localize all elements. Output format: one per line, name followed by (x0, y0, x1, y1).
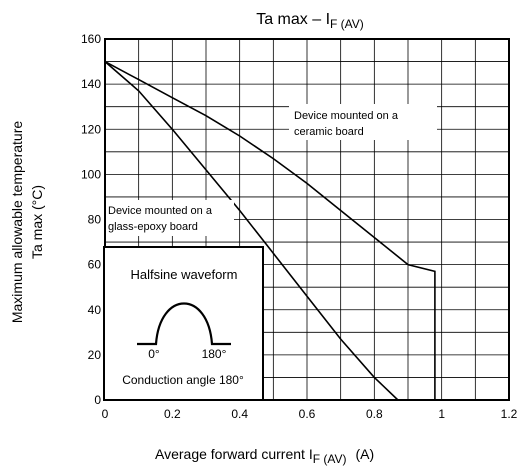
y-axis-ticks: 0 20 40 60 80 100 120 140 160 (81, 32, 101, 407)
plot-frame (104, 38, 510, 401)
y-axis-label-line1: Maximum allowable temperature (9, 121, 25, 324)
x-tick-label: 1 (438, 407, 445, 421)
x-axis-label: Average forward current IF (AV) (A) (155, 446, 374, 466)
ceramic-annotation: Device mounted on a ceramic board (289, 104, 437, 140)
glass-annotation-line1: Device mounted on a (108, 205, 213, 217)
halfsine-waveform (137, 302, 231, 346)
series-line-2 (104, 60, 399, 401)
y-tick-label: 100 (81, 167, 101, 181)
inset-box (103, 246, 264, 401)
x-axis-label-unit: (A) (356, 446, 375, 462)
x-tick-label: 1.2 (501, 407, 517, 421)
y-tick-label: 60 (88, 258, 102, 272)
x-tick-label: 0.4 (231, 407, 248, 421)
x-axis-ticks: 0 0.2 0.4 0.6 0.8 1 1.2 (102, 407, 517, 421)
x-tick-label: 0.2 (164, 407, 181, 421)
glass-annotation: Device mounted on a glass-epoxy board (106, 200, 234, 236)
y-tick-label: 80 (88, 213, 102, 227)
y-axis-label: Maximum allowable temperature Ta max (°C… (9, 121, 45, 324)
y-tick-label: 140 (81, 77, 101, 91)
y-axis-label-line2: Ta max (°C) (29, 185, 45, 259)
inset-start-label: 0° (148, 347, 160, 361)
inset-title: Halfsine waveform (131, 267, 238, 282)
x-axis-label-main: Average forward current I (155, 446, 313, 462)
chart-title-main: Ta max – I (256, 11, 330, 28)
halfsine-inset: Halfsine waveform 0° 180° Conduction ang… (103, 246, 264, 401)
ceramic-annotation-line2: ceramic board (294, 126, 364, 138)
y-tick-label: 40 (88, 303, 102, 317)
chart-title: Ta max – IF (AV) (256, 11, 364, 31)
series-line-1 (104, 60, 436, 400)
x-tick-label: 0.8 (366, 407, 383, 421)
inset-end-label: 180° (202, 347, 227, 361)
x-tick-label: 0 (102, 407, 109, 421)
x-axis-label-sub: F (AV) (313, 452, 347, 466)
x-tick-label: 0.6 (299, 407, 316, 421)
ceramic-annotation-line1: Device mounted on a (294, 110, 399, 122)
inset-caption: Conduction angle 180° (122, 373, 244, 387)
y-tick-label: 120 (81, 122, 101, 136)
glass-annotation-line2: glass-epoxy board (108, 221, 198, 233)
chart-title-sub: F (AV) (330, 17, 364, 31)
y-tick-label: 0 (94, 393, 101, 407)
y-tick-label: 20 (88, 348, 102, 362)
y-tick-label: 160 (81, 32, 101, 46)
series-group (104, 60, 436, 401)
